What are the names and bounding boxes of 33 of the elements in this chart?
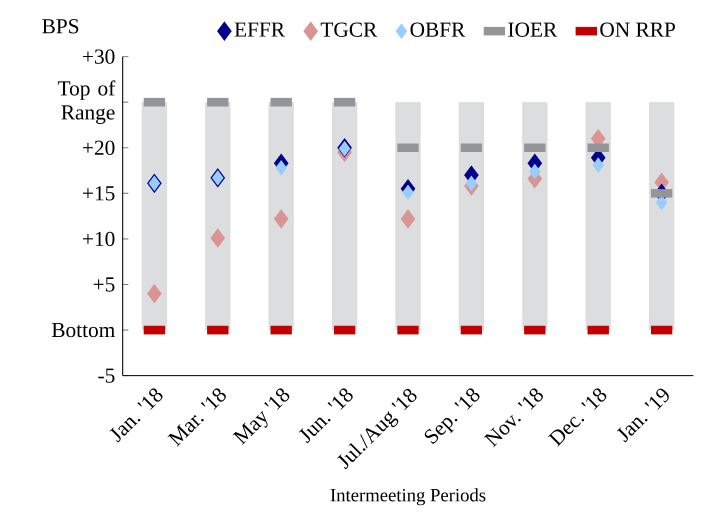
- legend-label: TGCR: [320, 22, 378, 37]
- point: [529, 164, 541, 180]
- x-tick-label: Jun. '18: [298, 388, 353, 444]
- y-tick-label: +30: [83, 49, 114, 64]
- y-tick-label: Top of Range: [58, 80, 116, 124]
- y-tick-label: +10: [83, 232, 114, 246]
- x-tick-label: May '18: [232, 388, 290, 445]
- x-tick-label: Sep. '18: [424, 388, 480, 444]
- point: [402, 184, 414, 200]
- legend-label: EFFR: [234, 22, 286, 37]
- point: [592, 157, 604, 173]
- y-tick-label: -5: [98, 368, 114, 383]
- point: [400, 209, 416, 228]
- x-tick-label: Dec. '18: [548, 388, 606, 447]
- legend-label: IOER: [508, 22, 558, 37]
- x-axis-title: Intermeeting Periods: [330, 488, 486, 506]
- x-tick-label: Mar. '18: [167, 388, 226, 447]
- y-tick-label: +15: [83, 186, 114, 200]
- x-tick-label: Jan. '19: [616, 388, 669, 442]
- point: [466, 176, 478, 191]
- y-tick-label: +5: [94, 277, 114, 292]
- legend-label: ON RRP: [600, 22, 675, 37]
- legend-label: OBFR: [410, 22, 466, 37]
- point: [338, 141, 350, 156]
- y-axis-title: BPS: [42, 19, 78, 34]
- point: [274, 209, 288, 228]
- y-tick-label: +20: [83, 140, 114, 155]
- point: [147, 284, 162, 304]
- point: [210, 228, 226, 248]
- y-tick-label: Bottom: [52, 322, 115, 338]
- x-tick-label: Jan. '18: [110, 388, 162, 442]
- point: [275, 160, 287, 176]
- x-tick-label: Nov. '18: [484, 388, 543, 448]
